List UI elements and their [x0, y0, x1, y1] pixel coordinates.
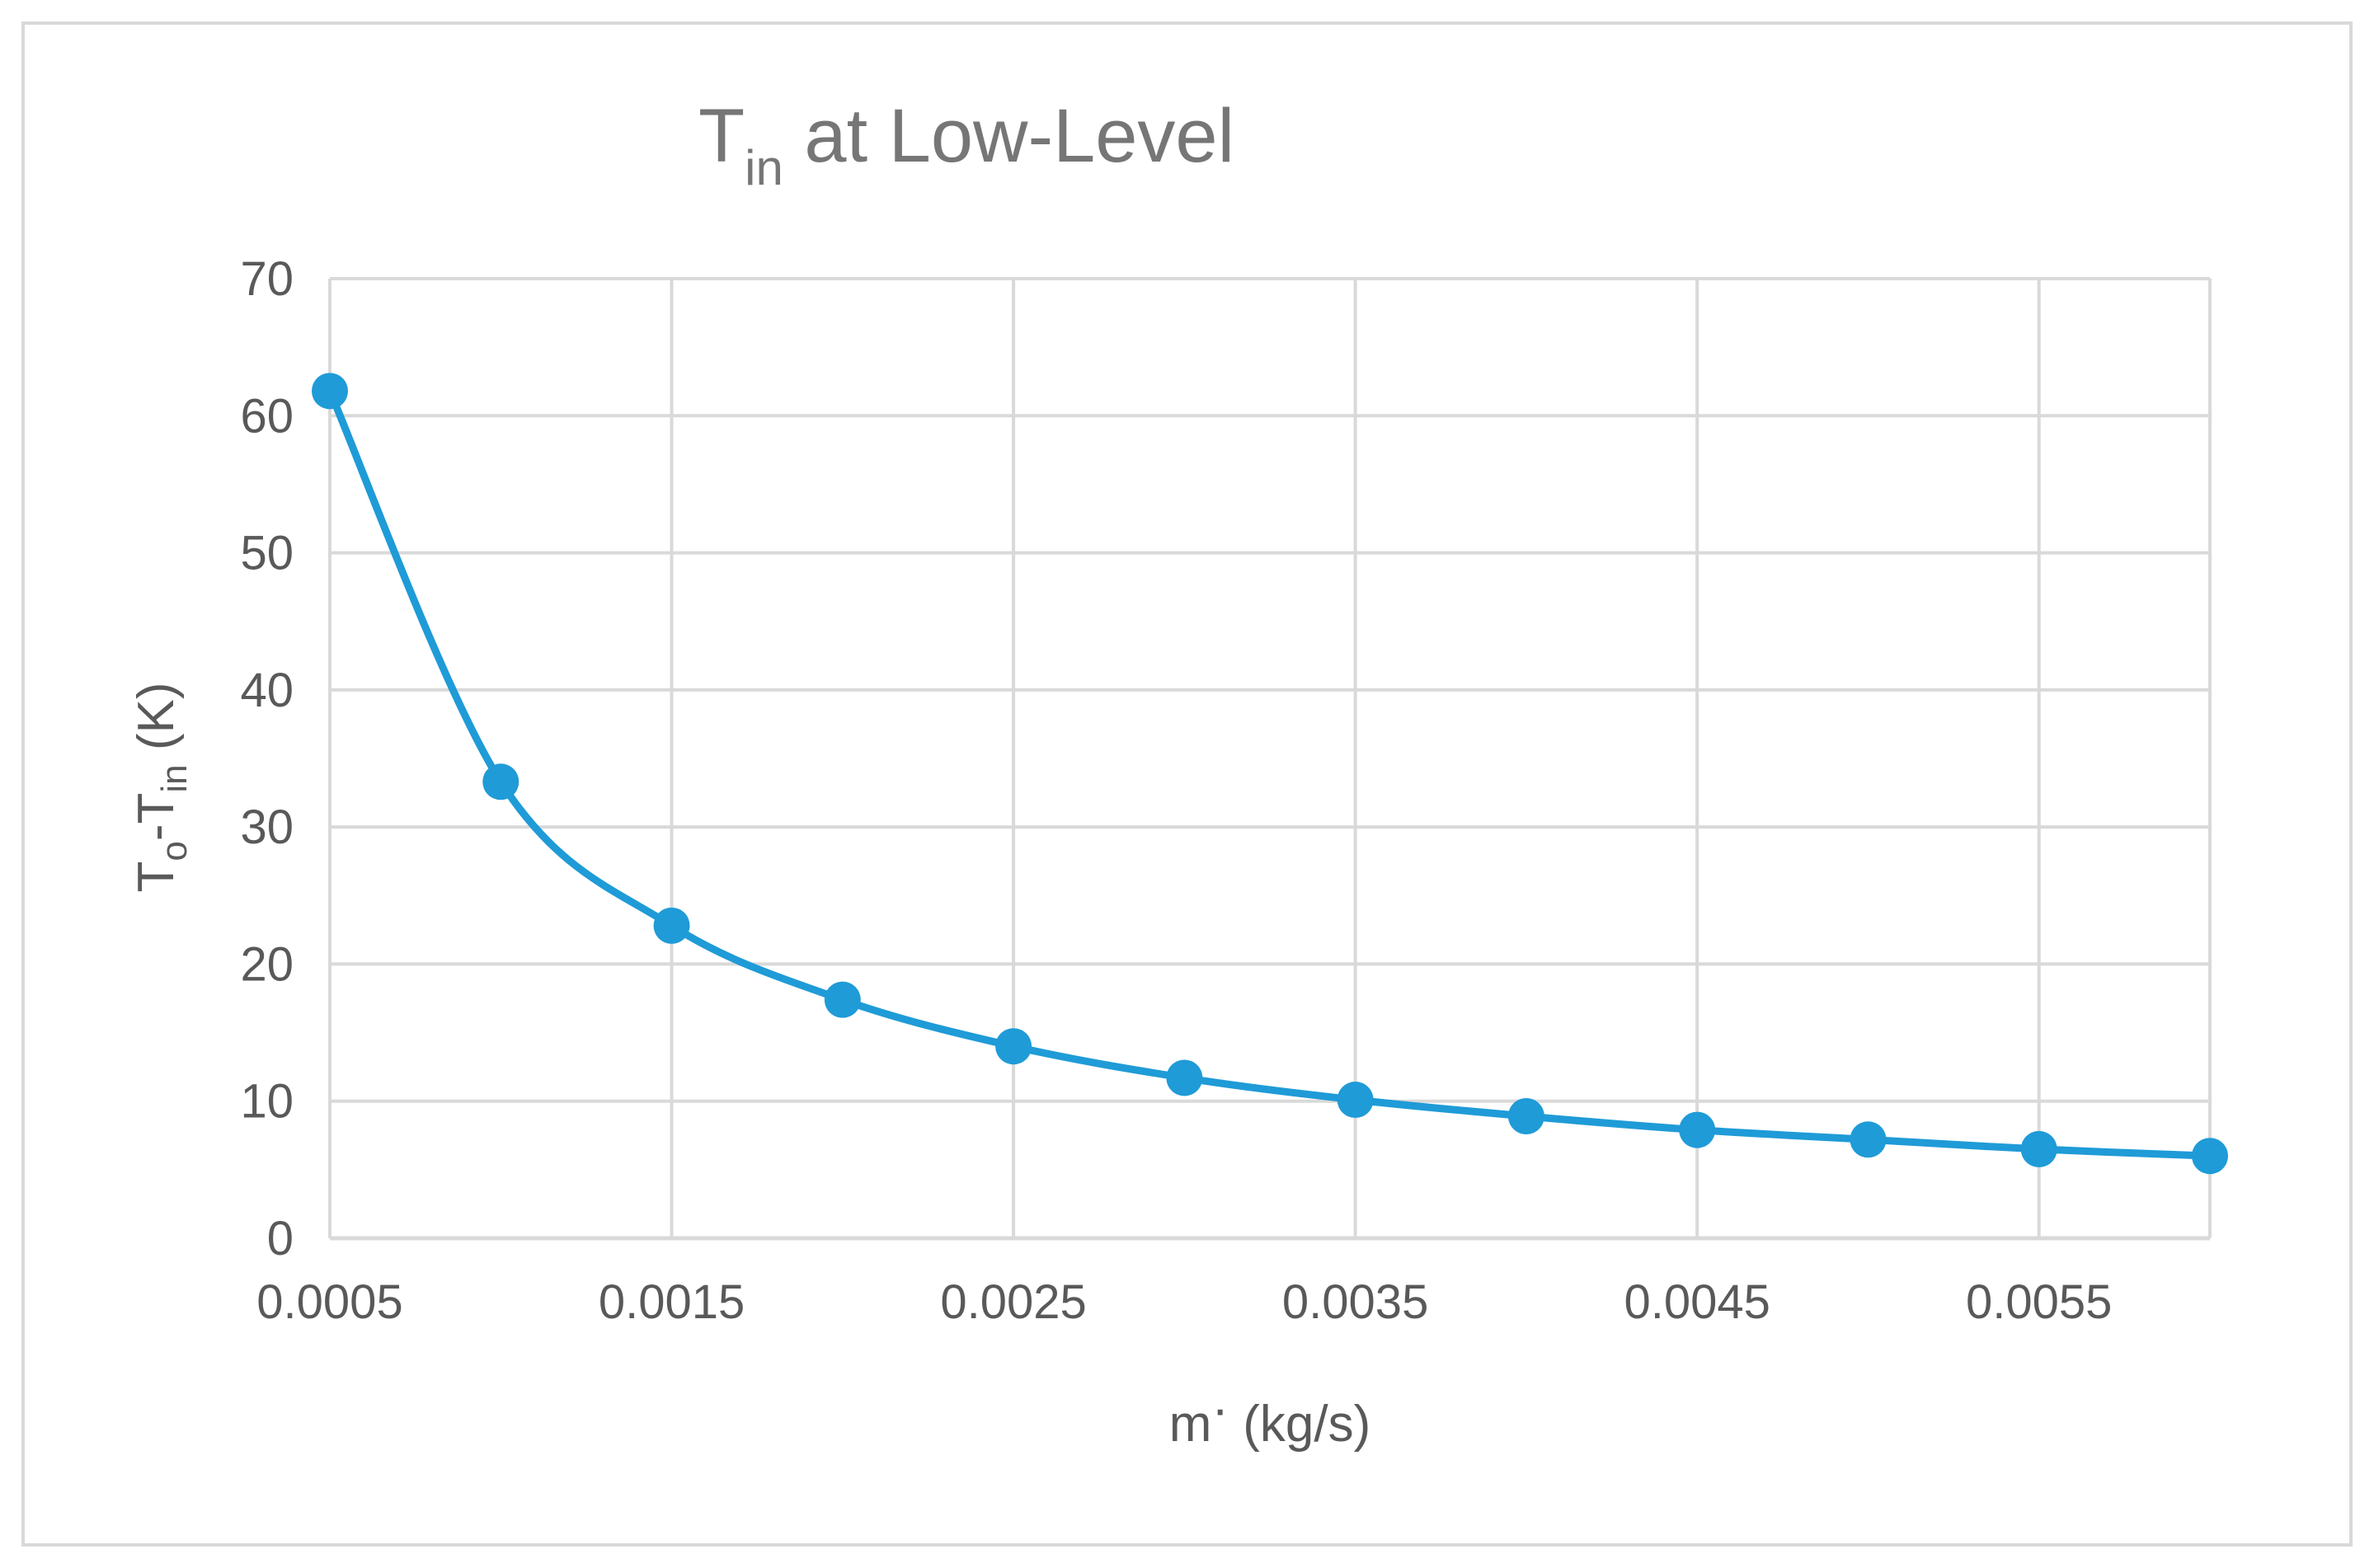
y-axis-label-t3: (K)	[128, 682, 185, 764]
chart-frame	[21, 21, 2353, 1547]
y-axis-label-s2: in	[154, 764, 195, 792]
data-point-9	[1850, 1121, 1887, 1158]
data-point-1	[482, 763, 519, 800]
label-layer: 0 10 20 30 40 50 60 70 0.0005 0.0015 0.0025 0.0035 0…	[240, 252, 2112, 1329]
x-axis-label-main: m	[1169, 1396, 1212, 1453]
y-axis-label: To-Tin (K)	[128, 682, 195, 892]
chart-title-subscript: in	[745, 140, 783, 195]
y-tick-label-3: 30	[240, 800, 294, 854]
chart-title: Tin at Low-Level	[698, 94, 1234, 195]
grid-layer	[328, 277, 2212, 1238]
y-tick-label-5: 50	[240, 527, 294, 580]
x-axis-label-superscript: ·	[1211, 1381, 1229, 1438]
x-tick-label-4: 0.0045	[1624, 1275, 1770, 1329]
y-axis-label-s1: o	[154, 841, 195, 861]
series-layer	[312, 373, 2228, 1175]
x-tick-label-5: 0.0055	[1966, 1275, 2112, 1329]
x-tick-label-3: 0.0035	[1282, 1275, 1428, 1329]
data-point-6	[1337, 1082, 1374, 1119]
data-point-3	[824, 981, 861, 1018]
x-tick-label-0: 0.0005	[256, 1275, 402, 1329]
y-tick-label-2: 20	[240, 937, 294, 991]
y-tick-label-1: 10	[240, 1075, 294, 1129]
data-point-8	[1679, 1111, 1716, 1148]
y-tick-label-6: 60	[240, 389, 294, 443]
y-axis-label-t1: T	[128, 861, 185, 893]
data-point-2	[653, 907, 690, 944]
x-axis-label: m· (kg/s)	[1169, 1381, 1371, 1453]
chart-title-main: T	[698, 94, 745, 178]
data-point-4	[995, 1028, 1032, 1065]
y-tick-label-7: 70	[240, 252, 294, 306]
x-tick-label-1: 0.0015	[599, 1275, 745, 1329]
data-point-10	[2020, 1130, 2057, 1167]
x-axis-label-rest: (kg/s)	[1229, 1396, 1370, 1453]
data-point-5	[1166, 1059, 1203, 1096]
y-tick-label-4: 40	[240, 664, 294, 717]
chart-title-rest: at Low-Level	[783, 94, 1234, 178]
data-point-0	[312, 373, 348, 410]
x-tick-label-2: 0.0025	[940, 1275, 1086, 1329]
data-point-7	[1507, 1098, 1544, 1135]
data-point-11	[2192, 1138, 2228, 1175]
y-axis-label-t2: -T	[128, 793, 185, 842]
series-line-0	[326, 387, 2214, 1160]
y-tick-label-0: 0	[267, 1212, 294, 1265]
